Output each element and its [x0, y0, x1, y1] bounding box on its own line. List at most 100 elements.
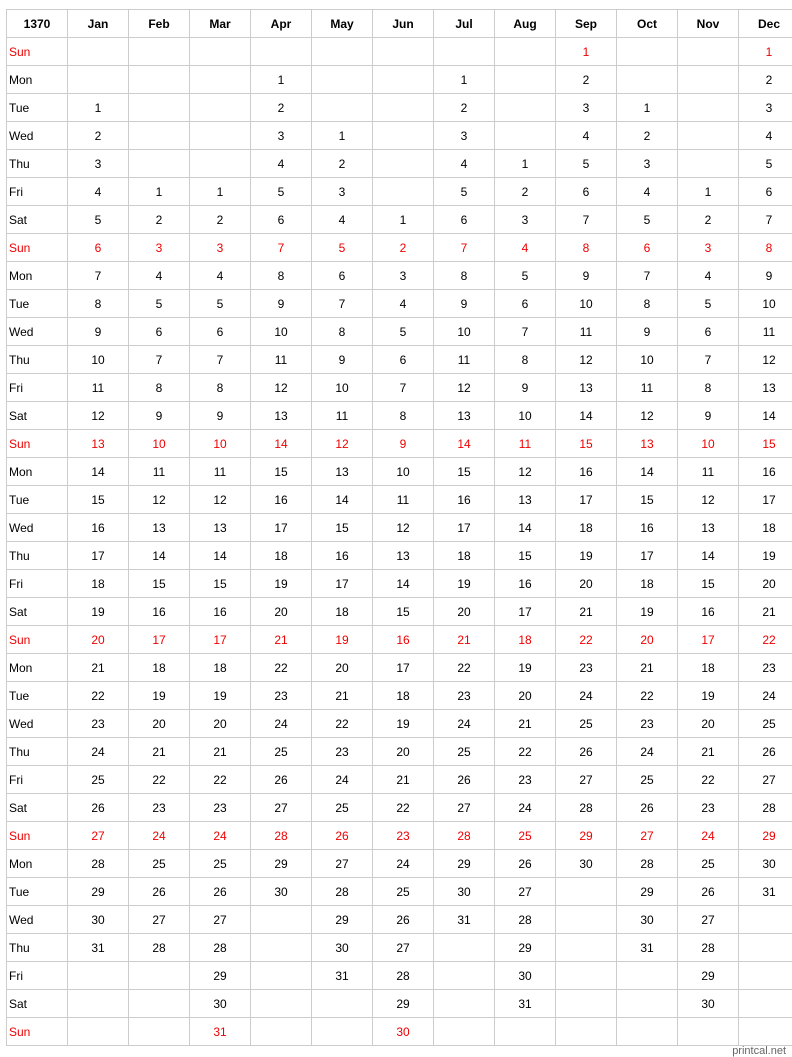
weekday-label: Tue: [7, 878, 68, 906]
day-cell: 16: [373, 626, 434, 654]
day-cell: 27: [678, 906, 739, 934]
day-cell: 24: [556, 682, 617, 710]
day-cell: 28: [373, 962, 434, 990]
day-cell: 3: [68, 150, 129, 178]
day-cell: 15: [678, 570, 739, 598]
day-cell: 5: [434, 178, 495, 206]
day-cell: [312, 1018, 373, 1046]
day-cell: 9: [68, 318, 129, 346]
day-cell: 30: [617, 906, 678, 934]
day-cell: 13: [678, 514, 739, 542]
day-cell: 22: [129, 766, 190, 794]
day-cell: 14: [190, 542, 251, 570]
day-cell: 21: [312, 682, 373, 710]
weekday-label: Fri: [7, 374, 68, 402]
day-cell: 8: [68, 290, 129, 318]
footer-credit[interactable]: printcal.net: [732, 1045, 786, 1057]
day-cell: 8: [251, 262, 312, 290]
day-cell: 26: [495, 850, 556, 878]
day-cell: 6: [373, 346, 434, 374]
day-cell: 13: [495, 486, 556, 514]
day-cell: 4: [556, 122, 617, 150]
day-cell: 27: [739, 766, 792, 794]
day-cell: 8: [373, 402, 434, 430]
day-cell: 23: [68, 710, 129, 738]
day-cell: 2: [556, 66, 617, 94]
month-header-dec: Dec: [739, 10, 792, 38]
day-cell: 4: [373, 290, 434, 318]
day-cell: 6: [312, 262, 373, 290]
day-cell: 7: [739, 206, 792, 234]
day-cell: 13: [617, 430, 678, 458]
day-cell: 31: [312, 962, 373, 990]
day-cell: 25: [129, 850, 190, 878]
day-cell: [190, 150, 251, 178]
day-cell: [739, 906, 792, 934]
day-cell: 4: [312, 206, 373, 234]
day-cell: 15: [739, 430, 792, 458]
day-cell: [739, 934, 792, 962]
day-cell: 29: [434, 850, 495, 878]
day-cell: 9: [495, 374, 556, 402]
day-cell: 30: [373, 1018, 434, 1046]
day-cell: 21: [434, 626, 495, 654]
day-cell: 16: [739, 458, 792, 486]
day-cell: 16: [68, 514, 129, 542]
day-cell: 7: [617, 262, 678, 290]
day-cell: [678, 122, 739, 150]
day-cell: 19: [617, 598, 678, 626]
day-cell: 26: [312, 822, 373, 850]
day-cell: 24: [617, 738, 678, 766]
day-cell: 5: [129, 290, 190, 318]
day-cell: [373, 122, 434, 150]
weekday-label: Tue: [7, 682, 68, 710]
weekday-label: Wed: [7, 514, 68, 542]
weekday-label: Mon: [7, 262, 68, 290]
day-cell: 9: [678, 402, 739, 430]
day-cell: [68, 990, 129, 1018]
day-cell: 1: [68, 94, 129, 122]
day-cell: 1: [434, 66, 495, 94]
day-cell: 18: [556, 514, 617, 542]
day-cell: 24: [68, 738, 129, 766]
day-cell: [129, 1018, 190, 1046]
day-cell: 31: [739, 878, 792, 906]
day-cell: 16: [251, 486, 312, 514]
weekday-label: Tue: [7, 290, 68, 318]
day-cell: [434, 38, 495, 66]
day-cell: 6: [739, 178, 792, 206]
day-cell: 8: [556, 234, 617, 262]
day-cell: 1: [495, 150, 556, 178]
day-cell: 1: [129, 178, 190, 206]
day-cell: 17: [129, 626, 190, 654]
day-cell: 13: [129, 514, 190, 542]
day-cell: 28: [434, 822, 495, 850]
day-cell: 17: [495, 598, 556, 626]
day-cell: 21: [739, 598, 792, 626]
weekday-label: Sun: [7, 1018, 68, 1046]
day-cell: 21: [678, 738, 739, 766]
day-cell: 10: [556, 290, 617, 318]
day-cell: 21: [617, 654, 678, 682]
day-cell: 2: [434, 94, 495, 122]
day-cell: 11: [739, 318, 792, 346]
day-cell: [434, 934, 495, 962]
day-cell: 31: [434, 906, 495, 934]
day-cell: [129, 94, 190, 122]
day-cell: 5: [251, 178, 312, 206]
day-cell: 14: [251, 430, 312, 458]
day-cell: 25: [495, 822, 556, 850]
day-cell: [495, 66, 556, 94]
weekday-label: Sun: [7, 38, 68, 66]
day-cell: 23: [129, 794, 190, 822]
